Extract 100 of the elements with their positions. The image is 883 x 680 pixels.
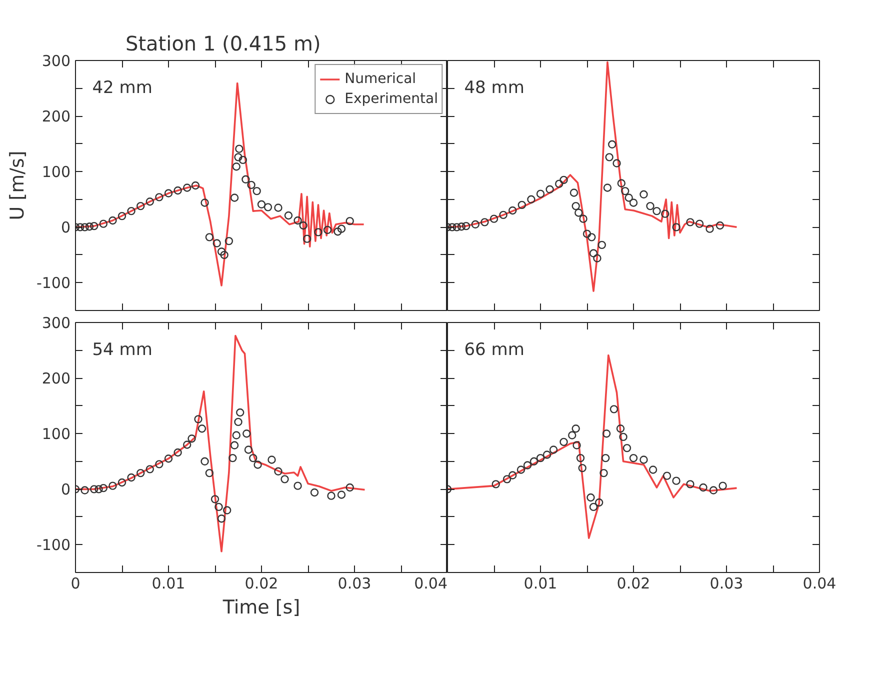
y-tick-label: 100: [42, 425, 71, 444]
point: [108, 482, 117, 490]
point: [232, 431, 240, 440]
y-tick-label: 0: [60, 480, 71, 499]
point: [127, 473, 136, 482]
point: [640, 190, 648, 198]
point: [629, 198, 638, 207]
point: [346, 483, 354, 492]
x-tick-label: 0.01: [152, 574, 186, 592]
point: [118, 212, 126, 220]
point: [200, 198, 209, 207]
point: [629, 454, 638, 462]
point: [527, 195, 536, 204]
point: [155, 460, 164, 468]
point: [709, 486, 718, 494]
point: [603, 184, 612, 192]
point: [224, 236, 234, 246]
point: [572, 441, 581, 450]
point: [594, 498, 604, 507]
point: [598, 240, 606, 250]
point: [502, 475, 512, 484]
point: [183, 440, 192, 449]
point: [194, 415, 202, 424]
point: [228, 454, 237, 462]
point: [499, 210, 508, 220]
point: [518, 200, 526, 210]
point: [582, 230, 592, 238]
point: [244, 446, 253, 454]
point: [586, 493, 595, 502]
point: [672, 476, 680, 485]
point: [646, 202, 654, 210]
point: [294, 216, 302, 225]
point: [492, 480, 500, 488]
point: [210, 495, 220, 504]
point: [555, 180, 564, 188]
point: [695, 220, 704, 228]
point: [280, 475, 289, 484]
y-axis-title: U [m/s]: [6, 150, 28, 220]
point: [686, 480, 694, 488]
point: [576, 454, 585, 462]
point: [136, 202, 145, 210]
point: [249, 454, 258, 462]
point: [230, 441, 239, 450]
point: [568, 431, 576, 440]
point: [183, 184, 192, 192]
y-tick-label: 300: [42, 52, 71, 70]
point: [546, 185, 554, 194]
point: [610, 405, 618, 414]
point: [452, 223, 461, 232]
point: [608, 140, 616, 148]
point: [284, 211, 293, 220]
point: [257, 200, 266, 208]
point: [174, 186, 182, 195]
point: [699, 483, 708, 492]
point: [672, 223, 680, 232]
point: [589, 249, 598, 258]
point: [718, 482, 727, 490]
chart-title: Station 1 (0.415 m): [126, 32, 321, 56]
annotation: 42 mm: [92, 78, 152, 98]
point: [334, 228, 342, 236]
point: [624, 194, 633, 202]
point: [706, 224, 714, 233]
point: [323, 226, 332, 234]
point: [234, 153, 242, 162]
y-tick-label: -100: [36, 274, 71, 292]
y-tick-label: 300: [42, 314, 71, 332]
point: [327, 492, 336, 500]
point: [274, 467, 282, 476]
point: [560, 176, 568, 184]
point: [108, 216, 117, 225]
point: [294, 482, 302, 490]
point: [490, 214, 498, 223]
y-tick-label: 0: [60, 218, 71, 237]
point: [155, 193, 164, 202]
point: [191, 181, 200, 190]
point: [222, 506, 232, 514]
y-tick-label: 200: [42, 370, 71, 388]
point: [235, 144, 244, 153]
point: [252, 186, 261, 196]
annotation: 66 mm: [464, 340, 524, 360]
point: [716, 221, 724, 230]
point: [238, 156, 247, 164]
point: [600, 468, 608, 478]
legend-label: Experimental: [344, 91, 438, 107]
point: [146, 198, 154, 206]
point: [205, 468, 214, 478]
point: [572, 424, 580, 433]
point: [602, 430, 611, 438]
point: [570, 188, 578, 197]
point: [99, 220, 108, 228]
legend-label: Numerical: [344, 71, 416, 87]
x-tick-label: 0.04: [414, 574, 448, 592]
point: [310, 488, 319, 497]
point: [617, 179, 626, 188]
line-series: [76, 334, 366, 552]
point: [136, 468, 145, 478]
point: [230, 194, 239, 202]
point: [274, 204, 282, 212]
point: [621, 186, 630, 196]
point: [602, 454, 610, 462]
